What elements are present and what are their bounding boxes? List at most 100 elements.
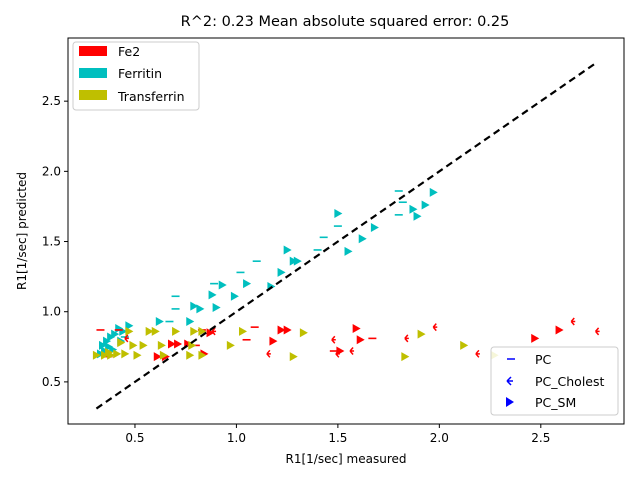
point-fe2-pc-sm	[206, 328, 215, 338]
point-transferrin-pc-sm	[113, 349, 122, 359]
point-fe2-pc-sm	[167, 339, 176, 349]
x-axis-label: R1[1/sec] measured	[285, 452, 406, 466]
point-transferrin-pc-sm	[299, 328, 308, 338]
data-points	[92, 187, 600, 362]
axes-frame	[67, 37, 625, 425]
point-fe2-pc-sm	[531, 333, 540, 343]
plot-area	[92, 62, 600, 410]
y-axis-label: R1[1/sec] predicted	[15, 172, 29, 290]
point-ferritin-pc-sm	[107, 332, 116, 342]
x-tick-label: 0.5	[125, 431, 144, 445]
point-ferritin-pc-sm	[155, 317, 164, 327]
point-ferritin-pc-sm	[218, 280, 227, 290]
point-transferrin-pc-sm	[190, 326, 199, 336]
point-ferritin-pc-sm	[293, 256, 302, 266]
y-tick-label: 1.0	[42, 305, 61, 319]
legend-swatch-fe2	[79, 46, 107, 56]
y-tick-label: 0.5	[42, 375, 61, 389]
marker-legend: PC PC_Cholest PC_SM	[490, 346, 619, 416]
point-fe2-pc-cholest	[432, 323, 438, 332]
point-ferritin-pc-sm	[111, 329, 120, 339]
point-transferrin-pc-sm	[121, 349, 130, 359]
point-ferritin-pc-sm	[190, 301, 199, 311]
point-ferritin-pc-sm	[334, 208, 343, 218]
point-transferrin-pc-sm	[129, 340, 138, 350]
point-ferritin-pc-sm	[409, 204, 418, 214]
chart-title: R^2: 0.23 Mean absolute squared error: 0…	[181, 14, 510, 30]
point-fe2-pc-cholest	[595, 327, 600, 336]
point-transferrin-pc-sm	[92, 350, 101, 360]
point-fe2-pc-sm	[277, 325, 286, 335]
point-ferritin-pc-sm	[103, 336, 112, 346]
legend-swatch-ferritin	[79, 68, 107, 78]
point-transferrin-pc-sm	[289, 352, 298, 362]
point-transferrin-pc-sm	[172, 326, 181, 336]
point-fe2-pc-cholest	[124, 334, 129, 343]
legend-marker-pc-cholest	[506, 376, 513, 386]
point-transferrin-pc-sm	[157, 340, 166, 350]
point-ferritin-pc-sm	[283, 245, 292, 255]
point-fe2-pc-sm	[174, 339, 183, 349]
y-tick-label: 2.0	[42, 164, 61, 178]
point-ferritin-pc-sm	[243, 279, 252, 289]
point-transferrin-pc-sm	[139, 340, 148, 350]
y-tick-label: 1.5	[42, 235, 61, 249]
point-transferrin-pc-sm	[151, 326, 160, 336]
point-fe2-pc-sm	[283, 325, 292, 335]
point-fe2-pc-cholest	[570, 317, 576, 326]
point-transferrin-pc-sm	[125, 326, 134, 336]
point-ferritin-pc-sm	[289, 256, 298, 266]
point-fe2-pc-sm	[555, 325, 564, 335]
point-fe2-pc-cholest	[349, 347, 355, 355]
point-transferrin-pc-sm	[226, 340, 235, 350]
point-ferritin-pc-sm	[186, 317, 195, 327]
point-ferritin-pc-sm	[119, 326, 128, 336]
point-ferritin-pc-sm	[344, 246, 353, 256]
point-transferrin-pc-sm	[417, 329, 426, 339]
point-fe2-pc-cholest	[475, 349, 480, 358]
point-transferrin-pc-sm	[401, 352, 410, 362]
identity-line	[95, 62, 597, 410]
point-transferrin-pc-sm	[186, 350, 195, 360]
point-fe2-pc-sm	[356, 335, 365, 345]
point-transferrin-pc-sm	[239, 326, 248, 336]
point-transferrin-pc-sm	[145, 326, 154, 336]
point-transferrin-pc-sm	[198, 326, 207, 336]
point-transferrin-pc-sm	[159, 350, 168, 360]
point-ferritin-pc-sm	[208, 290, 217, 300]
legend-label-pc-sm: PC_SM	[535, 395, 576, 410]
color-legend: Fe2 Ferritin Transferrin	[72, 41, 200, 111]
point-fe2-pc-cholest	[335, 349, 340, 358]
point-ferritin-pc-sm	[98, 340, 107, 350]
point-transferrin-pc-sm	[117, 338, 126, 348]
x-tick-label: 2.5	[531, 431, 550, 445]
point-fe2-pc-sm	[352, 324, 361, 334]
y-axis-ticks: 0.5 1.0 1.5 2.0 2.5	[42, 94, 68, 389]
point-transferrin-pc-sm	[198, 350, 207, 360]
point-ferritin-pc-sm	[370, 222, 379, 232]
point-ferritin-pc-sm	[196, 304, 205, 314]
point-fe2-pc-cholest	[331, 335, 336, 344]
point-transferrin-pc-sm	[101, 350, 110, 360]
point-ferritin-pc-sm	[429, 187, 438, 197]
point-transferrin-pc-sm	[133, 350, 142, 360]
point-transferrin-pc-sm	[105, 347, 114, 357]
legend-label-ferritin: Ferritin	[118, 66, 162, 81]
point-ferritin-pc-sm	[358, 234, 367, 244]
point-ferritin-pc-sm	[413, 211, 422, 221]
x-axis-ticks: 0.5 1.0 1.5 2.0 2.5	[125, 424, 550, 445]
point-fe2-pc-cholest	[211, 327, 217, 336]
point-ferritin-pc-sm	[230, 291, 239, 301]
x-tick-label: 1.0	[227, 431, 246, 445]
y-tick-label: 2.5	[42, 94, 61, 108]
legend-marker-pc-sm	[506, 397, 514, 407]
point-ferritin-pc-sm	[115, 324, 124, 334]
point-transferrin-pc-sm	[460, 340, 469, 350]
legend-label-fe2: Fe2	[118, 44, 140, 59]
point-ferritin-pc-sm	[277, 267, 286, 277]
point-fe2-pc-sm	[153, 352, 162, 362]
point-ferritin-pc-sm	[212, 302, 221, 312]
point-ferritin-pc-sm	[421, 200, 430, 210]
point-fe2-pc-sm	[269, 336, 278, 346]
